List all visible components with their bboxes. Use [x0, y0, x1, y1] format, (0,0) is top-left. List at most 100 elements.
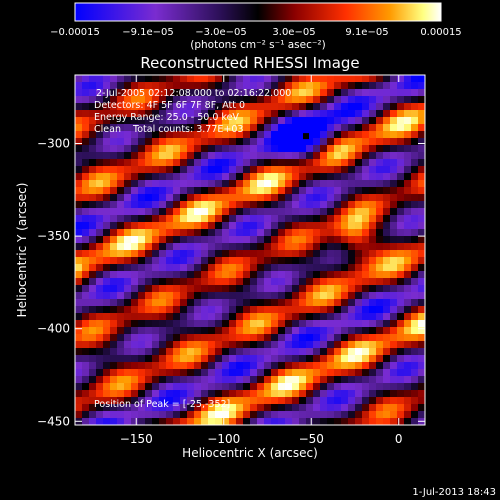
heatmap-cell — [334, 96, 342, 104]
heatmap-cell — [201, 243, 209, 251]
heatmap-cell — [299, 369, 307, 377]
heatmap-cell — [306, 222, 314, 230]
heatmap-cell — [208, 257, 216, 265]
heatmap-cell — [180, 320, 188, 328]
heatmap-cell — [362, 362, 370, 370]
heatmap-cell — [327, 285, 335, 293]
heatmap-cell — [285, 320, 293, 328]
heatmap-cell — [208, 320, 216, 328]
heatmap-cell — [306, 376, 314, 384]
heatmap-cell — [187, 320, 195, 328]
heatmap-cell — [243, 180, 251, 188]
heatmap-cell — [390, 376, 398, 384]
heatmap-cell — [180, 236, 188, 244]
heatmap-cell — [418, 222, 425, 230]
heatmap-cell — [229, 103, 237, 111]
heatmap-cell — [75, 243, 83, 251]
heatmap-cell — [145, 264, 153, 272]
heatmap-cell — [75, 124, 83, 132]
heatmap-cell — [334, 173, 342, 181]
heatmap-cell — [271, 159, 279, 167]
heatmap-cell — [82, 292, 90, 300]
y-tick-label: −400 — [37, 322, 70, 336]
heatmap-cell — [166, 243, 174, 251]
heatmap-cell — [250, 229, 258, 237]
heatmap-cell — [145, 362, 153, 370]
heatmap-cell — [334, 376, 342, 384]
heatmap-cell — [194, 355, 202, 363]
heatmap-cell — [376, 180, 384, 188]
heatmap-cell — [285, 124, 293, 132]
heatmap-cell — [103, 117, 111, 125]
heatmap-cell — [187, 166, 195, 174]
heatmap-cell — [250, 201, 258, 209]
heatmap-cell — [82, 285, 90, 293]
heatmap-cell — [117, 103, 125, 111]
heatmap-cell — [376, 299, 384, 307]
heatmap-cell — [418, 180, 425, 188]
heatmap-cell — [152, 299, 160, 307]
heatmap-cell — [89, 299, 97, 307]
heatmap-cell — [320, 278, 328, 286]
heatmap-cell — [390, 285, 398, 293]
heatmap-cell — [341, 264, 349, 272]
heatmap-cell — [145, 138, 153, 146]
heatmap-cell — [404, 271, 412, 279]
heatmap-cell — [201, 404, 209, 412]
heatmap-cell — [334, 131, 342, 139]
heatmap-cell — [306, 180, 314, 188]
heatmap-cell — [180, 334, 188, 342]
heatmap-cell — [257, 278, 265, 286]
heatmap-cell — [285, 390, 293, 398]
heatmap-cell — [320, 110, 328, 118]
heatmap-cell — [411, 159, 419, 167]
heatmap-cell — [327, 369, 335, 377]
heatmap-cell — [257, 320, 265, 328]
heatmap-cell — [390, 222, 398, 230]
heatmap-cell — [411, 180, 419, 188]
heatmap-cell — [243, 215, 251, 223]
heatmap-cell — [292, 124, 300, 132]
heatmap-cell — [124, 327, 132, 335]
heatmap-cell — [187, 348, 195, 356]
heatmap-cell — [236, 285, 244, 293]
heatmap-cell — [383, 180, 391, 188]
heatmap-cell — [390, 131, 398, 139]
heatmap-cell — [82, 411, 90, 419]
heatmap-cell — [89, 327, 97, 335]
heatmap-cell — [138, 180, 146, 188]
heatmap-cell — [362, 152, 370, 160]
heatmap-cell — [362, 243, 370, 251]
heatmap-cell — [180, 208, 188, 216]
heatmap-cell — [320, 138, 328, 146]
heatmap-cell — [103, 166, 111, 174]
heatmap-cell — [82, 222, 90, 230]
heatmap-cell — [187, 341, 195, 349]
heatmap-cell — [208, 82, 216, 90]
heatmap-cell — [89, 110, 97, 118]
heatmap-cell — [418, 138, 425, 146]
heatmap-cell — [229, 376, 237, 384]
heatmap-cell — [96, 145, 104, 153]
heatmap-cell — [166, 341, 174, 349]
heatmap-cell — [250, 306, 258, 314]
heatmap-cell — [376, 96, 384, 104]
heatmap-cell — [236, 243, 244, 251]
heatmap-cell — [292, 75, 300, 83]
heatmap-cell — [285, 418, 293, 425]
heatmap-cell — [341, 187, 349, 195]
heatmap-cell — [180, 124, 188, 132]
heatmap-cell — [306, 82, 314, 90]
heatmap-cell — [236, 173, 244, 181]
heatmap-cell — [362, 306, 370, 314]
heatmap-cell — [82, 236, 90, 244]
heatmap-cell — [278, 201, 286, 209]
heatmap-cell — [250, 173, 258, 181]
heatmap-cell — [208, 334, 216, 342]
heatmap-cell — [89, 348, 97, 356]
heatmap-cell — [369, 131, 377, 139]
heatmap-cell — [271, 376, 279, 384]
heatmap-cell — [166, 131, 174, 139]
heatmap-cell — [138, 383, 146, 391]
heatmap-cell — [173, 376, 181, 384]
